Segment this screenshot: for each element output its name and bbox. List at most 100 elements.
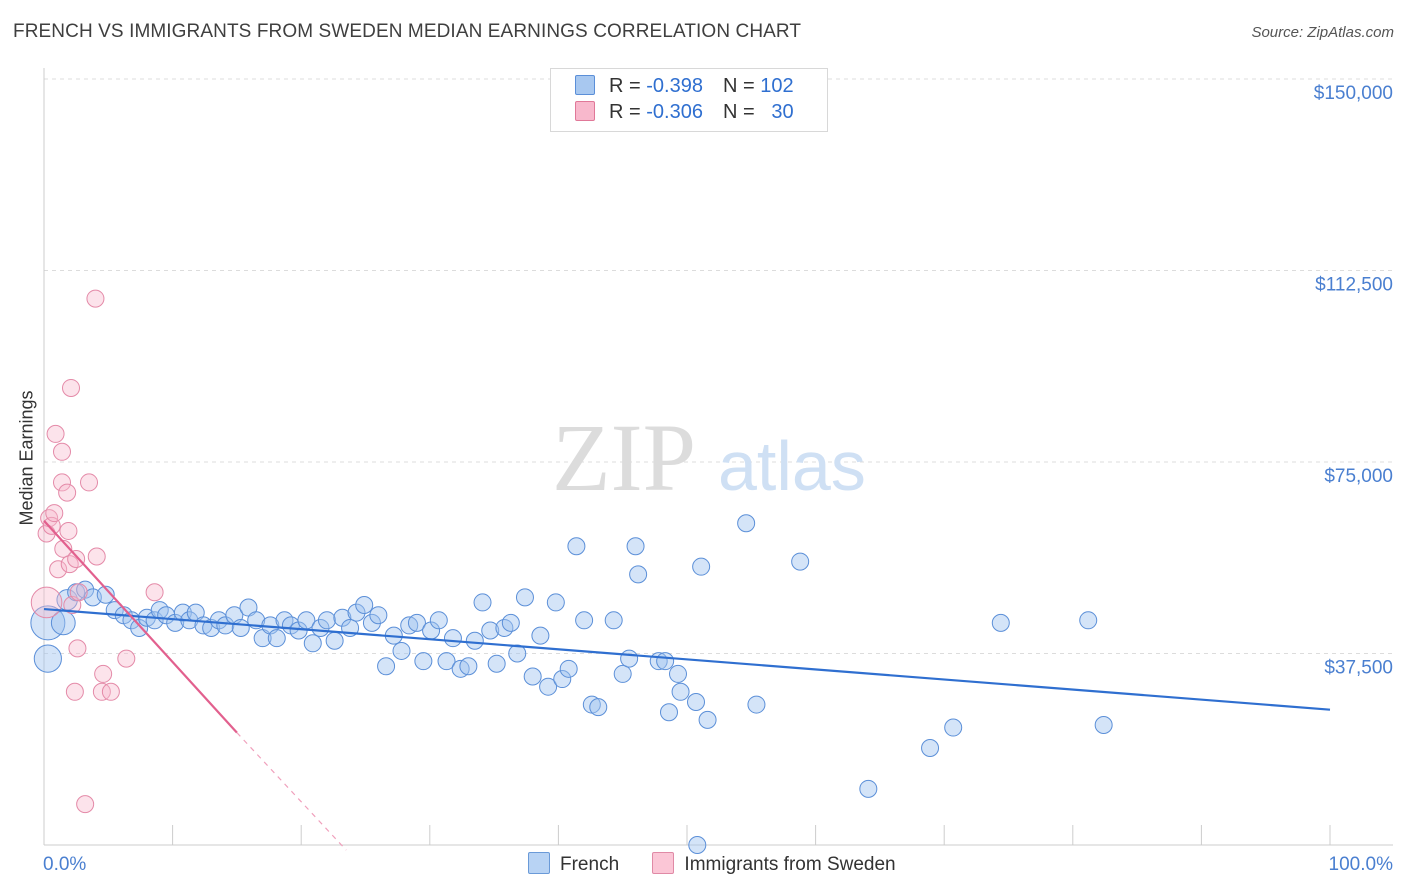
french-point-78 <box>626 537 645 556</box>
sweden-point-10 <box>58 483 77 502</box>
french-point-68 <box>546 593 565 612</box>
watermark-zip: ZIP <box>552 404 696 511</box>
french-point-47 <box>392 641 411 660</box>
sweden-point-16 <box>67 550 86 569</box>
french-point-69 <box>553 670 572 689</box>
y-tick-label-0: $150,000 <box>1314 83 1393 104</box>
french-point-65 <box>523 667 542 686</box>
series-label-french: French <box>560 854 620 875</box>
correlation-legend: R = -0.398 N = 102 R = -0.306 N = 30 <box>550 68 828 132</box>
french-point-38 <box>325 631 344 650</box>
french-point-84 <box>671 682 690 701</box>
french-point-72 <box>575 611 594 630</box>
trend-lines <box>43 519 1331 851</box>
french-point-87 <box>692 557 711 576</box>
sweden-point-19 <box>76 795 95 814</box>
french-point-95 <box>991 613 1010 632</box>
sweden-point-18 <box>69 583 88 602</box>
series-french-points <box>30 514 1113 854</box>
french-point-93 <box>921 738 940 757</box>
y-tick-labels: $150,000 $112,500 $75,000 $37,500 <box>1314 83 1393 679</box>
chart-title: FRENCH VS IMMIGRANTS FROM SWEDEN MEDIAN … <box>13 21 802 42</box>
legend-r-label: R = <box>609 101 641 123</box>
french-point-89 <box>737 514 756 533</box>
sweden-point-7 <box>53 442 72 461</box>
french-point-21 <box>202 618 221 637</box>
french-point-79 <box>629 565 648 584</box>
sweden-point-4 <box>45 504 64 523</box>
french-point-37 <box>317 611 336 630</box>
sweden-point-6 <box>49 560 68 579</box>
french-point-49 <box>407 613 426 632</box>
axes <box>43 68 1393 846</box>
french-point-44 <box>369 606 388 625</box>
french-point-43 <box>362 613 381 632</box>
series-legend: French Immigrants from Sweden <box>528 852 924 876</box>
legend-r-value-french: -0.398 <box>646 75 703 97</box>
y-tick-label-3: $37,500 <box>1324 658 1393 679</box>
french-point-45 <box>377 657 396 676</box>
french-point-11 <box>130 618 149 637</box>
french-point-81 <box>656 652 675 671</box>
french-point-54 <box>443 629 462 648</box>
trend-line-sweden <box>43 519 238 734</box>
french-point-57 <box>465 631 484 650</box>
sweden-point-25 <box>101 682 120 701</box>
french-point-42 <box>355 595 374 614</box>
french-point-67 <box>539 677 558 696</box>
series-swatch-french <box>528 852 550 874</box>
french-point-85 <box>687 693 706 712</box>
x-tick-max: 100.0% <box>1329 854 1394 875</box>
french-point-53 <box>437 652 456 671</box>
french-point-1 <box>33 644 62 673</box>
french-point-52 <box>429 611 448 630</box>
french-point-59 <box>481 621 500 640</box>
french-point-35 <box>303 634 322 653</box>
sweden-point-20 <box>80 473 99 492</box>
french-point-96 <box>1079 611 1098 630</box>
sweden-point-23 <box>92 682 111 701</box>
legend-swatch-sweden <box>575 101 595 121</box>
legend-n-value-sweden: 30 <box>771 101 794 123</box>
french-point-7 <box>96 585 115 604</box>
sweden-point-15 <box>65 682 84 701</box>
series-legend-french[interactable]: French <box>528 852 619 876</box>
legend-swatch-french <box>575 75 595 95</box>
sweden-point-8 <box>53 473 72 492</box>
french-point-36 <box>311 618 330 637</box>
legend-r-value-sweden: -0.306 <box>646 101 703 123</box>
watermark: ZIP atlas <box>552 404 866 511</box>
french-point-82 <box>659 703 678 722</box>
series-sweden-points <box>30 289 164 814</box>
french-point-23 <box>216 616 235 635</box>
series-label-sweden: Immigrants from Sweden <box>684 854 896 875</box>
french-point-13 <box>145 611 164 630</box>
legend-r-label: R = <box>609 75 641 97</box>
french-point-25 <box>231 618 250 637</box>
source-label: Source: ZipAtlas.com <box>1251 24 1394 41</box>
french-point-56 <box>459 657 478 676</box>
sweden-point-0 <box>30 586 63 619</box>
french-point-74 <box>589 698 608 717</box>
x-tick-min: 0.0% <box>43 854 86 875</box>
y-tick-label-2: $75,000 <box>1324 466 1393 487</box>
sweden-point-5 <box>46 424 65 443</box>
french-point-75 <box>604 611 623 630</box>
y-tick-label-1: $112,500 <box>1315 275 1393 296</box>
series-legend-sweden[interactable]: Immigrants from Sweden <box>652 852 896 876</box>
french-point-30 <box>267 629 286 648</box>
legend-n-label: N = <box>722 75 755 97</box>
french-point-17 <box>173 603 192 622</box>
sweden-point-13 <box>62 378 81 397</box>
gridlines <box>44 78 1393 654</box>
french-point-97 <box>1094 715 1113 734</box>
x-tick-labels: 0.0% 100.0% <box>43 854 1393 875</box>
french-point-70 <box>559 659 578 678</box>
french-point-66 <box>531 626 550 645</box>
series-swatch-sweden <box>652 852 675 874</box>
sweden-point-22 <box>87 547 106 566</box>
sweden-point-17 <box>68 639 87 658</box>
french-point-91 <box>791 552 810 571</box>
french-point-76 <box>613 664 632 683</box>
